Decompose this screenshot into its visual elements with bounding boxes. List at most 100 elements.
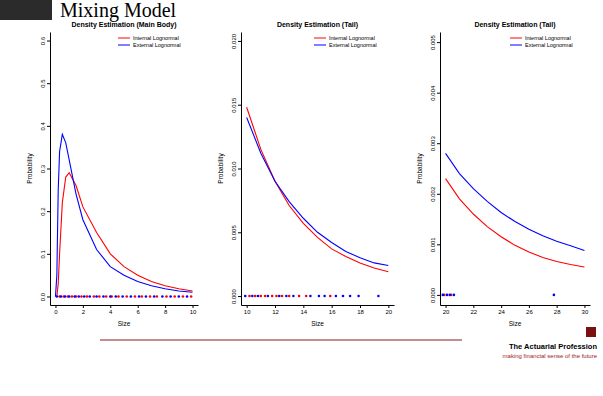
x-tick-mark <box>501 305 502 308</box>
x-tick: 20 <box>385 305 392 315</box>
rug-point <box>285 295 288 298</box>
x-tick-mark <box>557 305 558 308</box>
x-axis-line <box>441 305 591 306</box>
y-tick: 0.005 <box>430 34 440 50</box>
y-axis-title: Probability <box>416 153 424 184</box>
legend: Internal LognormalExternal Lognormal <box>314 35 377 48</box>
rug-point <box>298 295 301 298</box>
y-tick-mark <box>437 244 440 245</box>
rug-point <box>178 295 181 298</box>
rug-point <box>446 294 449 297</box>
rug-point <box>134 295 137 298</box>
rug-point <box>86 295 89 298</box>
y-tick-label: 0.020 <box>231 33 237 49</box>
rug-point <box>323 295 326 298</box>
y-tick: 0.5 <box>40 79 50 88</box>
x-tick: 18 <box>357 305 364 315</box>
rug-point <box>153 295 156 298</box>
legend-label: External Lognormal <box>133 42 181 48</box>
plot-marks <box>55 134 192 297</box>
x-tick-mark <box>275 305 276 308</box>
x-tick-label: 10 <box>190 309 197 315</box>
legend-label: Internal Lognormal <box>329 35 375 41</box>
y-axis: 0.00.10.20.30.40.50.6 <box>40 33 51 306</box>
y-tick-label: 0.5 <box>40 79 46 88</box>
x-axis: 202224262830 <box>441 305 591 315</box>
legend: Internal LognormalExternal Lognormal <box>510 35 573 48</box>
x-tick-label: 30 <box>582 309 589 315</box>
x-tick-mark <box>529 305 530 308</box>
y-axis-line <box>440 33 441 306</box>
rug-point <box>448 294 451 297</box>
x-axis-title: Size <box>311 320 324 327</box>
x-tick-label: 22 <box>470 309 477 315</box>
y-tick: 0.4 <box>40 122 50 131</box>
x-tick: 8 <box>164 305 168 315</box>
rug-point <box>165 295 168 298</box>
rug-point <box>248 295 251 298</box>
y-axis-title: Probability <box>26 153 34 184</box>
x-tick-mark <box>446 305 447 308</box>
panel: Density Estimation (Tail)1012141618200.0… <box>217 21 395 327</box>
density-line <box>55 134 192 296</box>
rug-point <box>88 295 91 298</box>
y-tick-label: 0.005 <box>231 225 237 241</box>
rug-point <box>281 295 284 298</box>
y-tick: 0.000 <box>231 288 241 304</box>
rug-point <box>77 295 80 298</box>
x-tick: 0 <box>54 305 58 315</box>
rug-point <box>318 295 321 298</box>
x-tick: 10 <box>190 305 197 315</box>
plot-marks <box>441 153 584 296</box>
x-tick-label: 20 <box>443 309 450 315</box>
rug-point <box>275 295 278 298</box>
x-tick-label: 10 <box>244 309 251 315</box>
x-tick: 2 <box>82 305 86 315</box>
rug-point <box>264 295 267 298</box>
x-tick: 16 <box>329 305 336 315</box>
rug-point <box>73 295 76 298</box>
x-tick-mark <box>165 305 166 308</box>
x-tick-label: 14 <box>300 309 307 315</box>
y-tick-mark <box>238 41 241 42</box>
x-tick: 30 <box>582 305 589 315</box>
footer-rule <box>100 340 462 341</box>
y-tick: 0.0 <box>40 292 50 301</box>
y-tick: 0.6 <box>40 36 50 45</box>
density-line <box>446 179 585 267</box>
y-tick-mark <box>47 254 50 255</box>
y-tick-mark <box>47 296 50 297</box>
legend: Internal LognormalExternal Lognormal <box>118 35 181 48</box>
y-tick-label: 0.6 <box>40 36 46 45</box>
x-tick-label: 4 <box>109 309 113 315</box>
panel-title: Density Estimation (Tail) <box>474 21 555 29</box>
legend-label: External Lognormal <box>525 42 573 48</box>
rug-point <box>93 295 96 298</box>
y-tick: 0.015 <box>231 97 241 113</box>
rug-point <box>105 295 108 298</box>
rug-point <box>125 295 128 298</box>
rug-point <box>329 295 332 298</box>
rug-point <box>335 295 338 298</box>
y-axis-line <box>50 33 51 306</box>
legend-swatch <box>118 38 130 39</box>
x-tick: 26 <box>526 305 533 315</box>
y-tick: 0.2 <box>40 207 50 216</box>
rug-point <box>357 295 360 298</box>
rug-point <box>190 295 193 298</box>
rug-point <box>80 295 83 298</box>
x-tick-mark <box>332 305 333 308</box>
rug-point <box>453 294 456 297</box>
rug-point <box>71 295 74 298</box>
y-tick-mark <box>437 93 440 94</box>
x-axis-title: Size <box>118 320 131 327</box>
legend-label: Internal Lognormal <box>133 35 179 41</box>
y-tick-mark <box>238 169 241 170</box>
footer-logo <box>586 327 596 337</box>
rug-point <box>244 295 247 298</box>
legend-swatch <box>314 38 326 39</box>
rug-point <box>130 295 133 298</box>
rug-point <box>257 295 260 298</box>
x-axis-title: Size <box>509 320 522 327</box>
panel-title: Density Estimation (Main Body) <box>71 21 176 29</box>
